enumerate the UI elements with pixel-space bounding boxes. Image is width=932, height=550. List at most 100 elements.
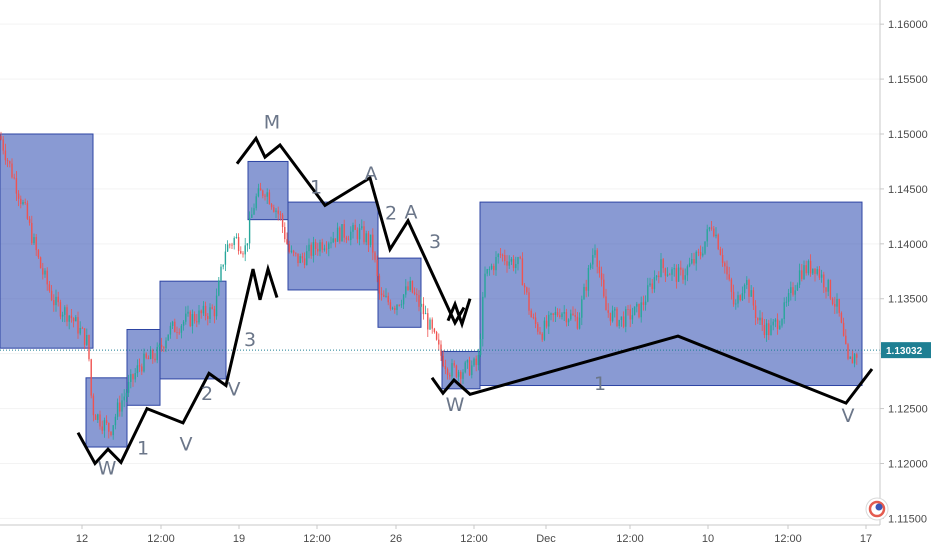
candle-body bbox=[385, 295, 387, 297]
candle-body bbox=[638, 303, 640, 318]
candle-body bbox=[407, 286, 409, 290]
candle-body bbox=[332, 238, 334, 243]
wave-label-v: V bbox=[842, 405, 855, 427]
candle-body bbox=[176, 332, 178, 333]
candle-body bbox=[92, 395, 95, 416]
candle-body bbox=[200, 310, 202, 314]
candle-body bbox=[288, 243, 290, 252]
candle-body bbox=[343, 224, 345, 238]
candle-body bbox=[605, 296, 607, 311]
candle-body bbox=[103, 420, 106, 431]
candle-body bbox=[528, 292, 530, 311]
candle-body bbox=[539, 331, 541, 334]
consolidation-boxes bbox=[0, 133, 863, 448]
candle-body bbox=[240, 251, 242, 254]
candle-body bbox=[512, 258, 515, 269]
candle-body bbox=[79, 327, 81, 334]
candle-body bbox=[409, 280, 411, 290]
candle-body bbox=[86, 335, 88, 345]
candle-body bbox=[521, 258, 524, 286]
candle-body bbox=[13, 177, 15, 179]
candle-body bbox=[213, 308, 216, 317]
candle-body bbox=[416, 293, 418, 296]
time-axis-label: 10 bbox=[702, 533, 714, 545]
candle-body bbox=[587, 267, 590, 291]
candle-body bbox=[585, 286, 587, 291]
price-axis[interactable]: 1.16000 1.15500 1.15000 1.14500 1.14000 1.135… bbox=[879, 0, 928, 525]
candle-body bbox=[460, 371, 462, 379]
candle-body bbox=[449, 374, 451, 377]
candle-body bbox=[735, 303, 737, 305]
candle-body bbox=[717, 234, 719, 250]
candle-body bbox=[532, 317, 535, 319]
candle-body bbox=[765, 323, 768, 336]
candle-body bbox=[594, 250, 596, 256]
current-price-tag-bg bbox=[881, 342, 931, 359]
candle-body bbox=[251, 214, 253, 218]
candle-body bbox=[400, 304, 403, 306]
candle-body bbox=[820, 274, 823, 278]
candle-body bbox=[4, 150, 7, 161]
candle-body bbox=[699, 251, 702, 256]
candle-body bbox=[108, 422, 110, 432]
wave-label-m: M bbox=[264, 112, 280, 134]
time-axis[interactable]: 12 12:00 19 12:00 26 12:00 Dec 12:00 10 12:00 17 bbox=[0, 524, 880, 545]
time-axis-label: 26 bbox=[390, 533, 402, 545]
candle-body bbox=[636, 303, 638, 307]
candle-body bbox=[526, 287, 528, 293]
candle-body bbox=[196, 321, 198, 323]
candle-body bbox=[347, 239, 350, 241]
candle-body bbox=[334, 238, 337, 242]
candle-body bbox=[464, 362, 466, 373]
candle-body bbox=[369, 234, 372, 245]
candle-body bbox=[548, 314, 550, 327]
candle-body bbox=[695, 251, 697, 264]
candle-body bbox=[768, 323, 770, 336]
candle-body bbox=[352, 224, 354, 232]
candle-body bbox=[22, 202, 24, 205]
candle-body bbox=[328, 243, 330, 249]
candle-body bbox=[235, 237, 238, 238]
candle-body bbox=[490, 265, 493, 269]
candle-body bbox=[631, 315, 634, 320]
candle-body bbox=[493, 265, 495, 271]
wave-label-w: W bbox=[98, 457, 117, 479]
candle-body bbox=[651, 283, 653, 290]
candle-body bbox=[321, 242, 323, 250]
candle-body bbox=[596, 250, 598, 267]
candle-body bbox=[739, 295, 741, 301]
candle-body bbox=[189, 311, 191, 327]
candle-body bbox=[46, 270, 48, 285]
candle-body bbox=[702, 253, 704, 256]
candle-body bbox=[380, 293, 383, 295]
candle-body bbox=[37, 250, 40, 258]
candle-body bbox=[145, 353, 147, 358]
candle-body bbox=[497, 254, 499, 258]
candle-body bbox=[708, 227, 711, 230]
logo-badge[interactable] bbox=[865, 497, 889, 521]
candle-body bbox=[721, 254, 724, 263]
candle-body bbox=[486, 269, 488, 274]
candle-body bbox=[644, 301, 647, 305]
candle-body bbox=[273, 207, 275, 212]
candle-body bbox=[840, 312, 843, 323]
candle-body bbox=[64, 307, 66, 315]
candle-body bbox=[508, 261, 510, 266]
candle-body bbox=[207, 316, 209, 319]
candle-body bbox=[209, 307, 211, 319]
candle-body bbox=[660, 259, 662, 278]
candle-body bbox=[125, 392, 128, 397]
candle-body bbox=[413, 292, 416, 294]
candle-body bbox=[669, 274, 671, 276]
candle-body bbox=[633, 306, 636, 316]
candle-body bbox=[442, 355, 444, 367]
candle-body bbox=[798, 270, 801, 285]
candle-body bbox=[257, 188, 260, 197]
candle-body bbox=[55, 296, 57, 306]
candle-body bbox=[853, 354, 856, 364]
candle-body bbox=[710, 227, 713, 229]
candle-body bbox=[673, 268, 675, 270]
candle-body bbox=[499, 254, 502, 255]
candle-body bbox=[182, 321, 185, 326]
